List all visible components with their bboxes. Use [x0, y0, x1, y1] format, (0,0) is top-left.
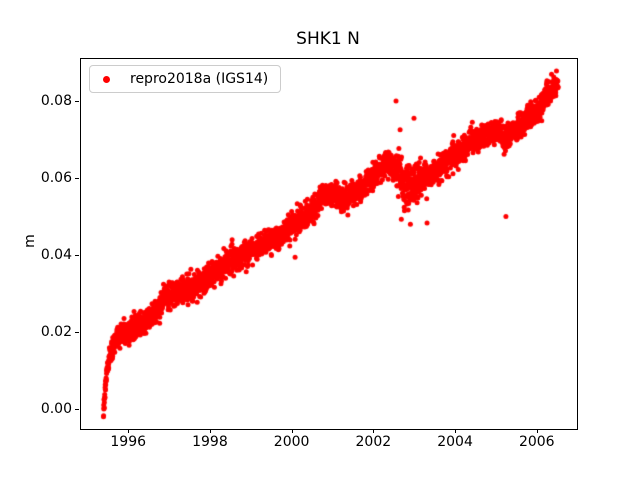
y-tick-label: 0.06: [40, 170, 72, 187]
x-tick-label: 2004: [437, 434, 473, 450]
legend-label: repro2018a (IGS14): [130, 70, 269, 87]
x-tick-mark: [455, 428, 457, 433]
y-tick-label: 0.04: [40, 247, 72, 264]
x-tick-mark: [209, 428, 211, 433]
plot-axes: repro2018a (IGS14): [80, 57, 578, 430]
legend: repro2018a (IGS14): [89, 65, 282, 93]
x-tick-label: 1998: [192, 434, 228, 450]
x-tick-mark: [536, 428, 538, 433]
y-tick-mark: [75, 255, 79, 257]
y-tick-mark: [75, 178, 79, 180]
y-tick-label: 0.08: [40, 93, 72, 110]
x-tick-label: 2006: [518, 434, 555, 450]
y-tick-mark: [75, 332, 79, 334]
chart-title: SHK1 N: [296, 29, 360, 49]
x-tick-label: 1996: [110, 434, 147, 450]
y-tick-mark: [75, 101, 79, 103]
x-tick-label: 2000: [273, 434, 310, 450]
x-tick-mark: [128, 428, 130, 433]
y-tick-mark: [75, 409, 79, 411]
y-tick-label: 0.00: [40, 401, 72, 418]
scatter-canvas: [81, 58, 577, 429]
x-tick-mark: [291, 428, 293, 433]
legend-marker-dot-icon: [103, 75, 110, 83]
y-tick-label: 0.02: [40, 324, 72, 341]
x-tick-label: 2002: [355, 434, 392, 450]
x-tick-mark: [373, 428, 375, 433]
